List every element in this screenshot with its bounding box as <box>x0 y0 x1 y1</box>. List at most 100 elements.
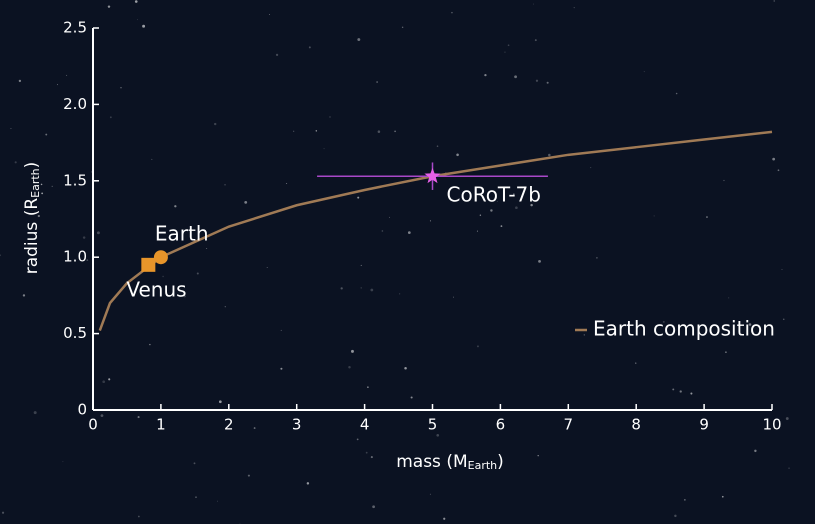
y-label-sub: Earth <box>29 168 42 198</box>
star-dot <box>377 130 381 133</box>
star-dot <box>500 225 503 228</box>
star-dot <box>365 451 368 454</box>
composition-curve <box>98 130 773 331</box>
star-dot <box>40 183 43 186</box>
star-dot <box>360 264 362 266</box>
star-dot <box>41 192 44 195</box>
y-tick-label: 1.5 <box>63 171 87 189</box>
star-dot <box>266 266 268 268</box>
star-dot <box>51 185 53 188</box>
star-dot <box>504 51 506 53</box>
star-dot <box>723 179 725 182</box>
star-dot <box>151 158 153 160</box>
star-dot <box>244 201 248 204</box>
star-dot <box>351 349 354 353</box>
star-dot <box>514 75 517 79</box>
star-dot <box>401 26 404 28</box>
star-dot <box>754 449 757 453</box>
star-dot <box>62 461 64 463</box>
star-dot <box>96 231 100 235</box>
star-dot <box>534 39 537 42</box>
star-dot <box>389 216 391 218</box>
star-dot <box>86 259 89 261</box>
y-tick-label: 2.5 <box>63 19 87 37</box>
star-dot <box>452 296 455 298</box>
star-dot <box>675 92 678 95</box>
x-tick-label: 0 <box>88 416 98 434</box>
star-dot <box>357 38 361 42</box>
x-tick-label: 9 <box>699 416 709 434</box>
star-dot <box>306 482 310 485</box>
star-dot <box>224 306 226 308</box>
star-dot <box>477 345 479 348</box>
x-axis-label: mass (MEarth) <box>396 452 504 472</box>
star-dot <box>275 53 279 57</box>
y-label-main: radius (R <box>22 198 42 275</box>
star-dot <box>635 362 637 364</box>
star-dot <box>14 161 17 164</box>
star-dot <box>18 79 22 83</box>
star-dot <box>107 5 111 8</box>
star-dot <box>596 257 598 259</box>
star-dot <box>429 493 431 495</box>
star-dot <box>1 511 5 514</box>
star-dot <box>292 130 295 132</box>
star-dot <box>513 193 515 195</box>
star-dot <box>162 275 164 278</box>
star-dot <box>690 392 693 395</box>
star-dot <box>280 367 283 370</box>
star-dot <box>451 11 453 14</box>
star-dot <box>546 81 549 84</box>
star-dot <box>239 522 241 524</box>
x-label-end: ) <box>497 452 504 472</box>
star-dot <box>479 214 482 216</box>
star-dot <box>367 386 369 388</box>
x-tick-label: 3 <box>292 416 302 434</box>
star-dot <box>507 44 510 47</box>
star-dot <box>356 438 359 441</box>
star-dot <box>706 216 708 218</box>
star-dot <box>213 122 217 126</box>
y-label-end: ) <box>22 162 42 169</box>
star-dot <box>679 390 682 393</box>
y-tick-label: 1.0 <box>63 248 87 266</box>
star-dot <box>109 116 112 119</box>
star-dot <box>672 388 675 391</box>
star-dot <box>535 79 539 82</box>
star-dot <box>772 157 776 161</box>
star-dot <box>134 0 138 3</box>
x-tick-label: 7 <box>564 416 574 434</box>
planet-label: Earth <box>155 222 209 246</box>
star-dot <box>399 293 401 295</box>
x-label-sub: Earth <box>468 459 498 472</box>
star-dot <box>100 414 104 418</box>
star-dot <box>370 288 374 292</box>
x-tick-label: 1 <box>156 416 166 434</box>
star-dot <box>286 182 288 184</box>
x-tick-label: 6 <box>496 416 506 434</box>
star-dot <box>490 209 493 212</box>
y-tick-label: 2.0 <box>63 95 87 113</box>
star-dot <box>218 400 222 404</box>
star-dot <box>195 496 197 498</box>
star-dot <box>773 0 775 2</box>
star-dot <box>725 351 727 353</box>
y-axis-label: radius (REarth) <box>22 162 42 275</box>
star-dot <box>456 153 459 157</box>
planet-marker <box>153 250 168 265</box>
star-dot <box>247 474 250 477</box>
star-dot <box>33 411 37 415</box>
planet-label: Venus <box>126 277 186 301</box>
star-dot <box>781 269 783 271</box>
x-tick-label: 10 <box>762 416 781 434</box>
star-dot <box>532 3 534 5</box>
planet-marker <box>141 257 156 272</box>
star-dot <box>45 133 48 136</box>
star-dot <box>108 378 111 381</box>
starfield <box>0 0 790 524</box>
star-dot <box>224 184 226 186</box>
star-dot <box>653 215 655 217</box>
star-dot <box>407 231 411 235</box>
star-dot <box>515 206 518 210</box>
star-dot <box>410 396 413 399</box>
